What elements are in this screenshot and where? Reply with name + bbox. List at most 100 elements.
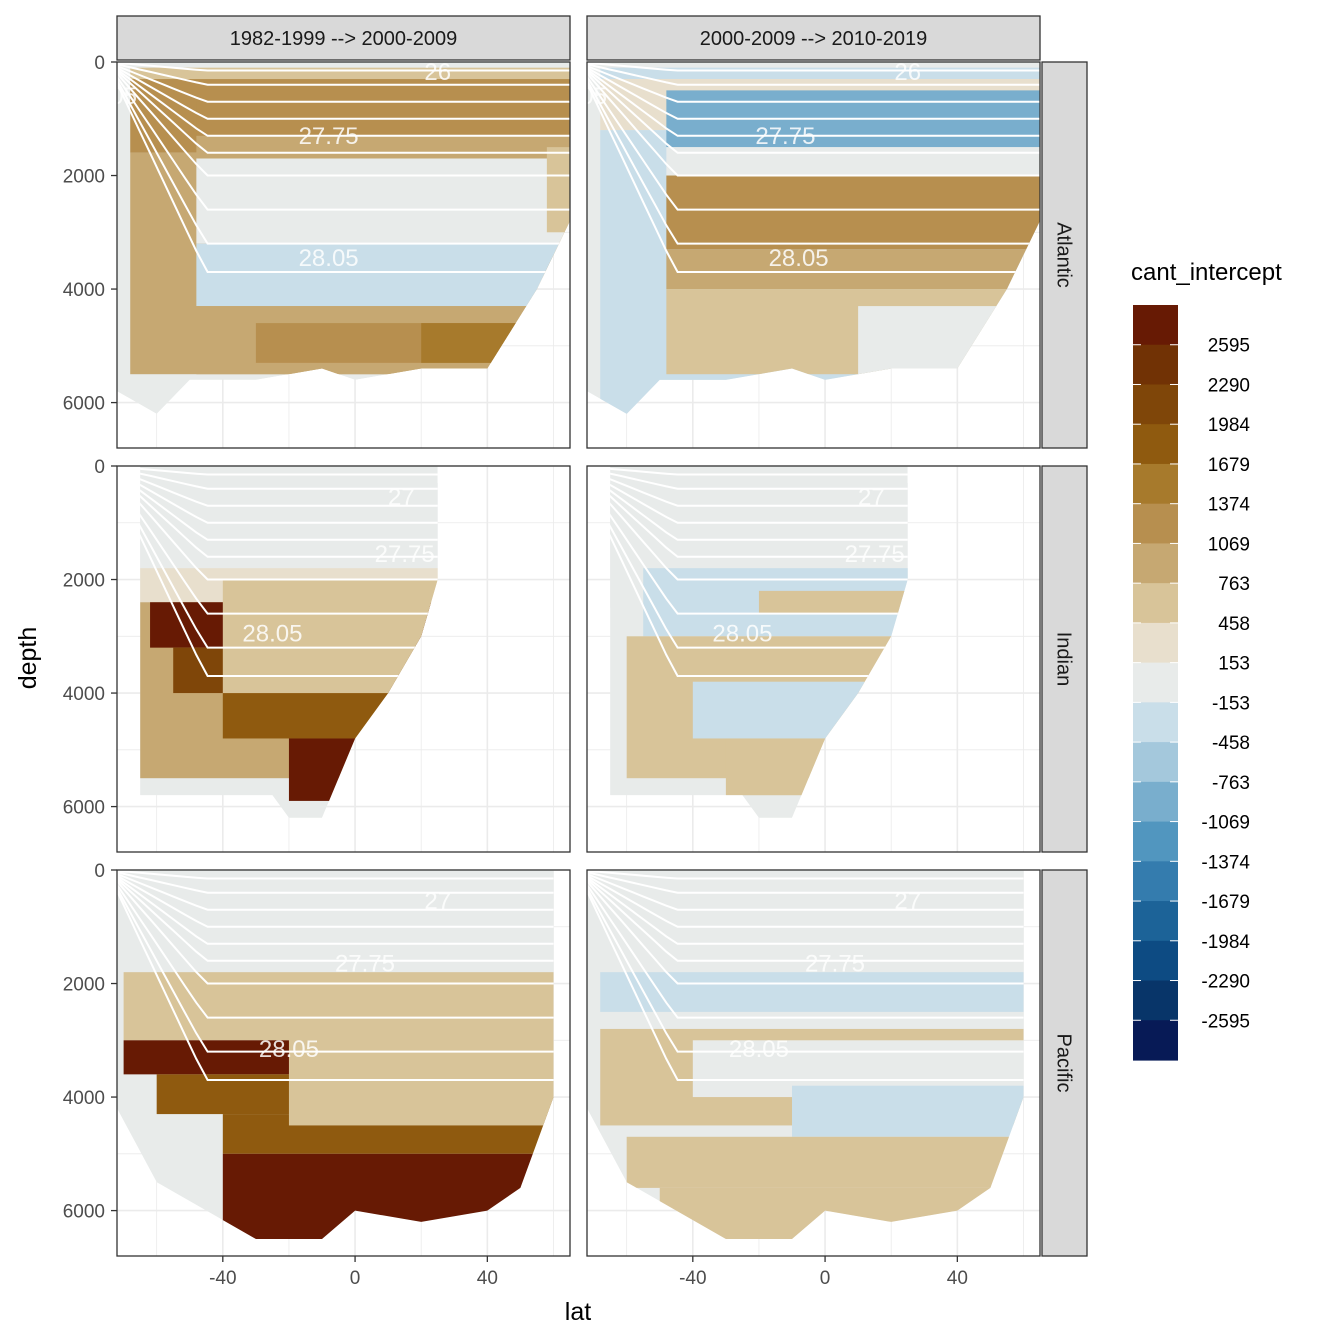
col-strip-box <box>586 15 1041 61</box>
field-cell <box>758 590 908 614</box>
isopycnal-line <box>140 466 438 476</box>
x-tick-label: 0 <box>350 1268 361 1289</box>
isopycnal-label: 27 <box>894 888 921 915</box>
legend-color-band <box>1133 583 1178 624</box>
y-tick-label: 6000 <box>63 394 105 415</box>
legend-color-band <box>1133 622 1178 664</box>
isopycnal-line <box>140 470 438 524</box>
isopycnal-label: 27.75 <box>375 541 435 568</box>
legend-color-band <box>1133 980 1178 1021</box>
legend-label: 763 <box>1218 574 1250 595</box>
legend-color-band <box>1133 901 1178 942</box>
isopycnal-label: 27.75 <box>299 123 359 150</box>
panel-indian-1: 27.75 28.05 27 <box>116 465 571 853</box>
legend-label: 153 <box>1218 654 1250 675</box>
isopycnal-line <box>610 474 908 558</box>
y-tick-label: 4000 <box>63 1088 105 1109</box>
isopycnal-line <box>610 466 908 476</box>
y-tick-label: 2000 <box>63 167 105 188</box>
isopycnal-label: 28.05 <box>299 245 359 272</box>
y-tick-label: 4000 <box>63 684 105 705</box>
isopycnal-line <box>117 878 554 962</box>
legend-color-band <box>1133 861 1178 902</box>
field-cell <box>666 175 1040 250</box>
isopycnal-line <box>117 887 554 1053</box>
isopycnal-line <box>587 880 1024 985</box>
legend-label: 1984 <box>1208 415 1251 436</box>
legend-label: 2595 <box>1208 336 1250 357</box>
y-tick-label: 6000 <box>63 1202 105 1223</box>
isopycnal-line <box>610 470 908 524</box>
isopycnal-line <box>587 82 1040 273</box>
legend-title: cant_intercept <box>1131 259 1282 286</box>
isopycnal-label: 28.05 <box>712 620 772 647</box>
row-strip-indian: Indian <box>1041 465 1088 853</box>
isopycnal-line <box>610 480 908 615</box>
y-tick-label: 2000 <box>63 975 105 996</box>
panel-border <box>586 61 1041 449</box>
isopycnal-line <box>587 68 1040 137</box>
x-tick-label: -40 <box>209 1268 236 1289</box>
x-axis-title: lat <box>565 1298 591 1326</box>
isopycnal-line <box>610 476 908 581</box>
legend-color-band <box>1133 543 1178 584</box>
legend-color-band <box>1133 344 1178 386</box>
isopycnal-line <box>140 486 438 677</box>
isopycnal-line <box>610 472 908 541</box>
col-strip-label: 1982-1999 --> 2000-2009 <box>230 28 457 50</box>
y-tick-label: 0 <box>94 861 105 882</box>
legend-label: -1984 <box>1201 932 1250 953</box>
legend-label: -2290 <box>1201 972 1250 993</box>
legend: cant_intercept 2595 2290 1984 1679 1374 1069 7… <box>1131 259 1282 1061</box>
isopycnal-line <box>587 76 1040 211</box>
isopycnal-line <box>587 66 1040 120</box>
isopycnal-line <box>587 884 1024 1019</box>
legend-color-band <box>1133 940 1178 982</box>
legend-label: -153 <box>1212 693 1250 714</box>
isopycnal-line <box>117 874 554 928</box>
isopycnal-line <box>117 65 570 103</box>
isopycnal-line <box>587 65 1040 103</box>
legend-label: 1679 <box>1208 455 1250 476</box>
field-cell <box>546 147 570 233</box>
isopycnal-label: 28.05 <box>769 245 829 272</box>
legend-label: -1069 <box>1201 813 1250 834</box>
isopycnal-line <box>587 871 1024 894</box>
field-cell <box>196 243 570 307</box>
isopycnal-line <box>117 62 570 72</box>
isopycnal-label: 28.05 <box>242 620 302 647</box>
field-cell <box>196 158 570 244</box>
isopycnal-label: 05 <box>110 83 137 110</box>
isopycnal-label: 27.75 <box>335 951 395 978</box>
row-strip-box <box>1041 465 1088 853</box>
isopycnal-line <box>117 63 570 86</box>
field-cell <box>600 972 1024 1012</box>
panel-atlantic-2: 27.75 28.05 05 26 <box>580 59 1041 449</box>
field-layer <box>117 870 554 1239</box>
isopycnal-line <box>610 486 908 677</box>
isopycnal-label: 05 <box>580 83 607 110</box>
row-strip-label: Indian <box>1053 632 1075 687</box>
panels-layer: 27.7528.05052627.7528.05052627.7528.0527… <box>110 59 1041 1257</box>
isopycnal-line <box>610 469 908 507</box>
facet-strips: Atlantic Indian Pacific 1982-1999 --> 2000-… <box>116 15 1088 1257</box>
legend-label: -458 <box>1212 733 1250 754</box>
legend-color-band <box>1133 781 1178 823</box>
field-cell <box>196 135 570 159</box>
isopycnal-line <box>587 72 1040 177</box>
isopycnal-line <box>587 63 1040 86</box>
x-tick-label: 0 <box>820 1268 831 1289</box>
field-cell <box>792 1085 1024 1137</box>
legend-color-band <box>1133 424 1178 465</box>
isopycnal-label: 28.05 <box>729 1036 789 1063</box>
field-cell <box>666 249 1040 290</box>
panel-border <box>586 465 1041 853</box>
legend-color-band <box>1133 821 1178 862</box>
panel-border <box>116 61 571 449</box>
legend-label: -1374 <box>1201 852 1250 873</box>
legend-label: 1069 <box>1208 534 1250 555</box>
isopycnal-line <box>117 79 570 245</box>
row-strip-box <box>1041 61 1088 449</box>
isopycnal-line <box>140 467 438 490</box>
isopycnal-line <box>117 880 554 985</box>
